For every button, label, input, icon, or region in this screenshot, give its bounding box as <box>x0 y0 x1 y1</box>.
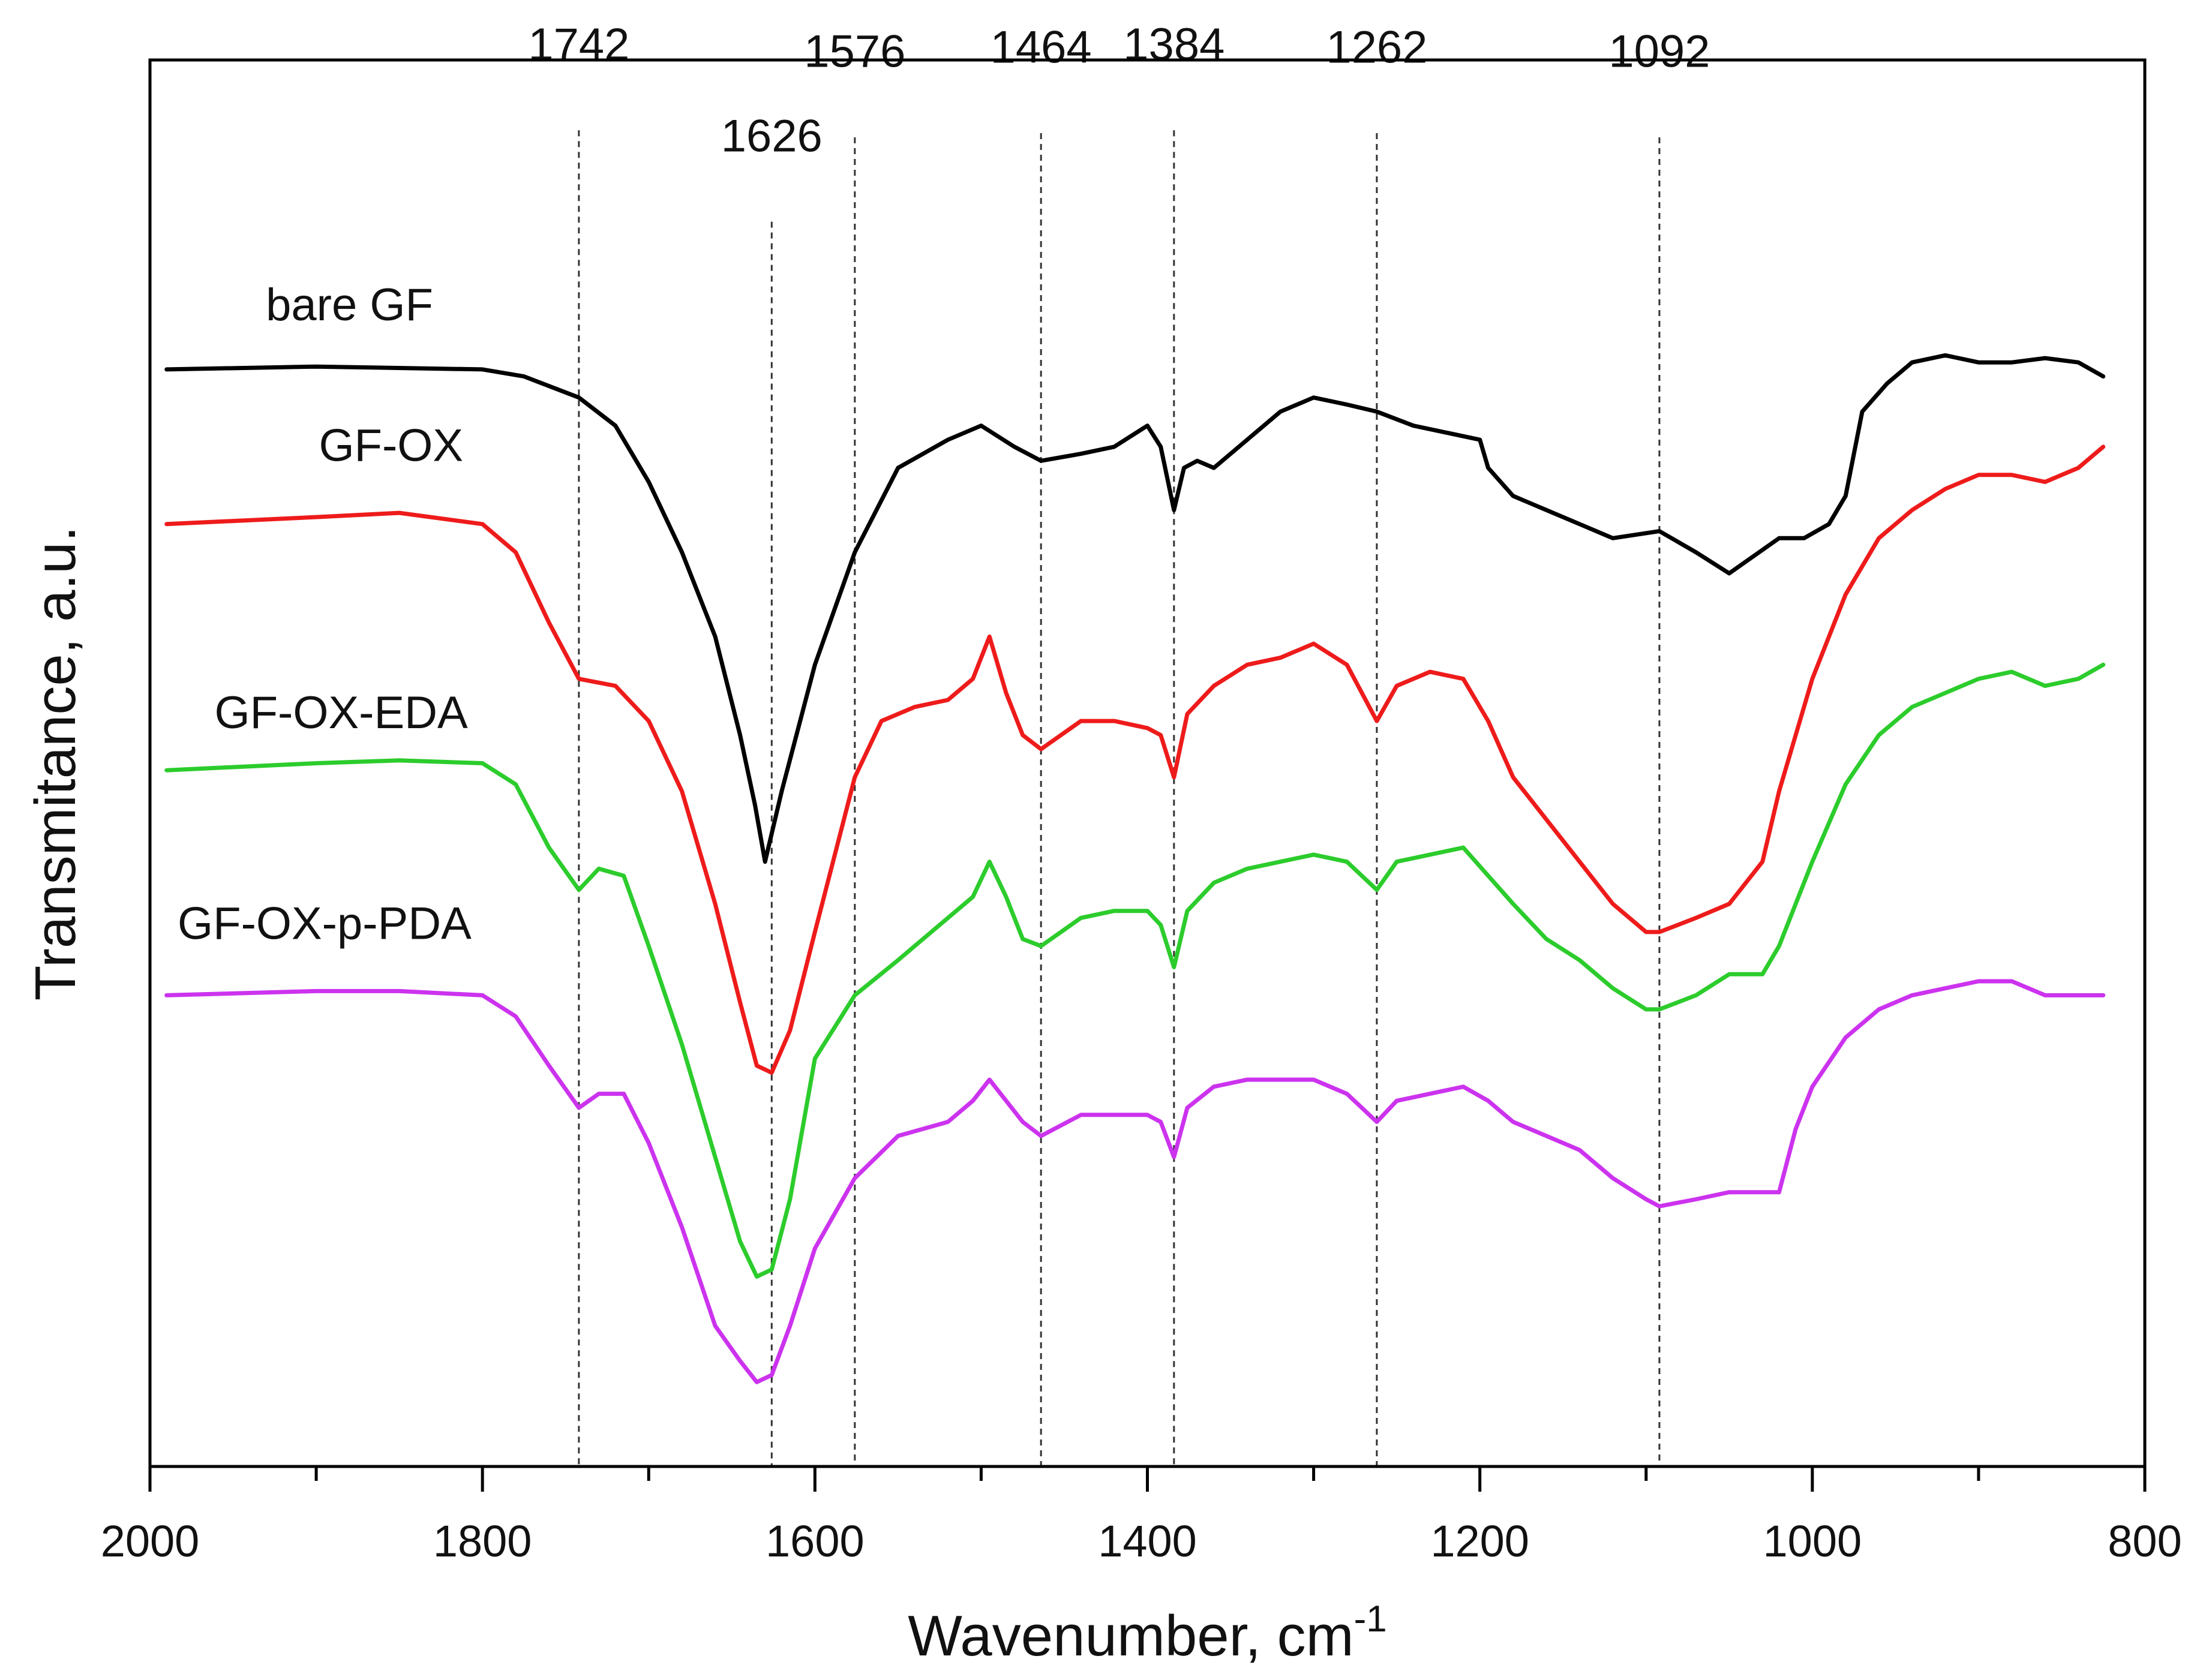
x-tick-label: 1400 <box>1098 1516 1197 1566</box>
x-tick-label: 2000 <box>101 1516 200 1566</box>
x-axis-label: Wavenumber, cm-1 <box>908 1598 1386 1668</box>
peak-marker-label: 1092 <box>1608 26 1710 77</box>
x-tick-label: 1200 <box>1430 1516 1529 1566</box>
series-label: GF-OX-EDA <box>215 687 469 738</box>
y-axis-label: Transmitance, a.u. <box>23 526 88 1000</box>
x-tick-label: 1600 <box>766 1516 865 1566</box>
series-line-gf-ox <box>164 444 2106 1075</box>
peak-marker-label: 1576 <box>804 26 905 77</box>
series-lines <box>164 353 2106 1384</box>
peak-marker-label: 1626 <box>721 110 823 161</box>
series-line-bare-gf <box>164 353 2106 864</box>
series-line-gf-ox-eda <box>164 662 2106 1279</box>
series-label: bare GF <box>266 280 433 330</box>
peak-marker-label: 1742 <box>528 19 629 70</box>
x-tick-label: 800 <box>2108 1516 2181 1566</box>
plot-frame <box>148 58 2147 1468</box>
peak-markers: 1742 1626 1576 1464 1384 1262 1092 <box>528 19 1710 1466</box>
series-line-gf-ox-p-pda <box>164 979 2106 1384</box>
peak-marker-label: 1464 <box>991 22 1092 73</box>
series-labels: bare GF GF-OX GF-OX-EDA GF-OX-p-PDA <box>178 280 472 949</box>
x-tick-label: 1800 <box>433 1516 532 1566</box>
x-tick-label: 1000 <box>1763 1516 1862 1566</box>
axes: 2000 1800 1600 1400 1200 1000 800 <box>101 1466 2182 1566</box>
peak-marker-label: 1384 <box>1123 19 1224 70</box>
series-label: GF-OX-p-PDA <box>178 898 472 949</box>
series-label: GF-OX <box>319 420 463 471</box>
peak-marker-label: 1262 <box>1326 22 1427 73</box>
